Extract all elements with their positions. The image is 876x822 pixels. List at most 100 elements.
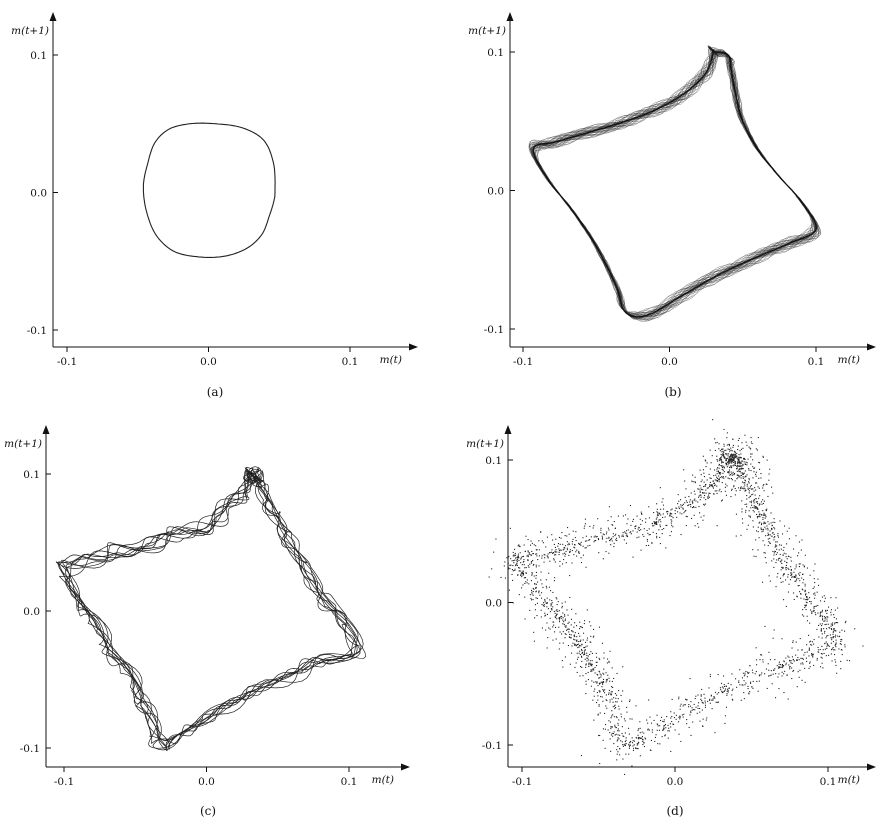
- scatter-point: [814, 597, 816, 599]
- scatter-point: [830, 609, 832, 611]
- scatter-point: [735, 454, 737, 456]
- scatter-point: [641, 520, 643, 522]
- scatter-point: [632, 556, 634, 558]
- scatter-point: [583, 652, 585, 654]
- scatter-point: [732, 453, 734, 455]
- scatter-point: [793, 548, 795, 550]
- scatter-point: [651, 729, 653, 731]
- scatter-point: [555, 597, 557, 599]
- scatter-point: [710, 694, 712, 696]
- scatter-point: [624, 732, 626, 734]
- scatter-point: [642, 741, 644, 743]
- scatter-point: [731, 689, 733, 691]
- scatter-point: [731, 465, 733, 467]
- scatter-point: [812, 653, 814, 655]
- scatter-point: [789, 659, 791, 661]
- scatter-point: [785, 553, 787, 555]
- scatter-point: [621, 726, 623, 728]
- scatter-point: [541, 592, 543, 594]
- scatter-point: [580, 544, 582, 546]
- scatter-point: [728, 457, 730, 459]
- scatter-point: [670, 726, 672, 728]
- scatter-point: [493, 551, 495, 553]
- scatter-point: [726, 688, 728, 690]
- scatter-point: [528, 566, 530, 568]
- scatter-point: [561, 602, 563, 604]
- scatter-point: [830, 623, 832, 625]
- scatter-point: [508, 556, 510, 558]
- scatter-point: [782, 665, 784, 667]
- scatter-point: [766, 508, 768, 510]
- orbit-band-core: [532, 49, 817, 318]
- scatter-point: [583, 647, 585, 649]
- scatter-point: [713, 475, 715, 477]
- scatter-point: [724, 722, 726, 724]
- scatter-point: [806, 651, 808, 653]
- scatter-point: [793, 576, 795, 578]
- scatter-point: [734, 464, 736, 466]
- scatter-point: [594, 666, 596, 668]
- scatter-point: [739, 457, 741, 459]
- panel-caption: (d): [666, 804, 683, 818]
- scatter-point: [826, 645, 828, 647]
- scatter-point: [524, 582, 526, 584]
- scatter-point: [735, 453, 737, 455]
- scatter-point: [646, 540, 648, 542]
- scatter-point: [798, 563, 800, 565]
- scatter-point: [588, 662, 590, 664]
- scatter-point: [640, 737, 642, 739]
- scatter-point: [669, 512, 671, 514]
- scatter-point: [759, 462, 761, 464]
- scatter-point: [606, 680, 608, 682]
- scatter-point: [755, 647, 757, 649]
- scatter-point: [589, 653, 591, 655]
- scatter-point: [653, 525, 655, 527]
- scatter-point: [726, 462, 728, 464]
- scatter-point: [841, 629, 843, 631]
- scatter-point: [534, 604, 536, 606]
- scatter-point: [711, 485, 713, 487]
- orbit-band-trace: [536, 47, 821, 320]
- scatter-point: [709, 699, 711, 701]
- scatter-point: [786, 674, 788, 676]
- scatter-point: [586, 637, 588, 639]
- x-tick-label: 0.1: [808, 356, 825, 368]
- scatter-point: [712, 698, 714, 700]
- scatter-point: [820, 628, 822, 630]
- scatter-point: [666, 524, 668, 526]
- scatter-point: [736, 462, 738, 464]
- scatter-point: [575, 613, 577, 615]
- scatter-point: [613, 542, 615, 544]
- scatter-point: [624, 745, 626, 747]
- scatter-point: [619, 734, 621, 736]
- scatter-point: [612, 735, 614, 737]
- scatter-point: [730, 478, 732, 480]
- scatter-point: [625, 535, 627, 537]
- scatter-point: [678, 721, 680, 723]
- scatter-point: [702, 492, 704, 494]
- scatter-point: [598, 682, 600, 684]
- scatter-point: [557, 610, 559, 612]
- scatter-point: [720, 491, 722, 493]
- scatter-point: [705, 499, 707, 501]
- scatter-point: [602, 683, 604, 685]
- scatter-point: [825, 609, 827, 611]
- scatter-point: [608, 677, 610, 679]
- scatter-point: [549, 552, 551, 554]
- scatter-point: [708, 496, 710, 498]
- scatter-point: [682, 716, 684, 718]
- scatter-point: [811, 644, 813, 646]
- scatter-point: [510, 558, 512, 560]
- scatter-point: [828, 654, 830, 656]
- scatter-point: [754, 487, 756, 489]
- scatter-point: [724, 457, 726, 459]
- scatter-point: [643, 535, 645, 537]
- scatter-point: [815, 605, 817, 607]
- scatter-point: [710, 477, 712, 479]
- y-tick-label: -0.1: [484, 324, 504, 336]
- scatter-point: [764, 526, 766, 528]
- scatter-point: [654, 523, 656, 525]
- scatter-point: [723, 428, 725, 430]
- scatter-point: [581, 666, 583, 668]
- scatter-point: [550, 590, 552, 592]
